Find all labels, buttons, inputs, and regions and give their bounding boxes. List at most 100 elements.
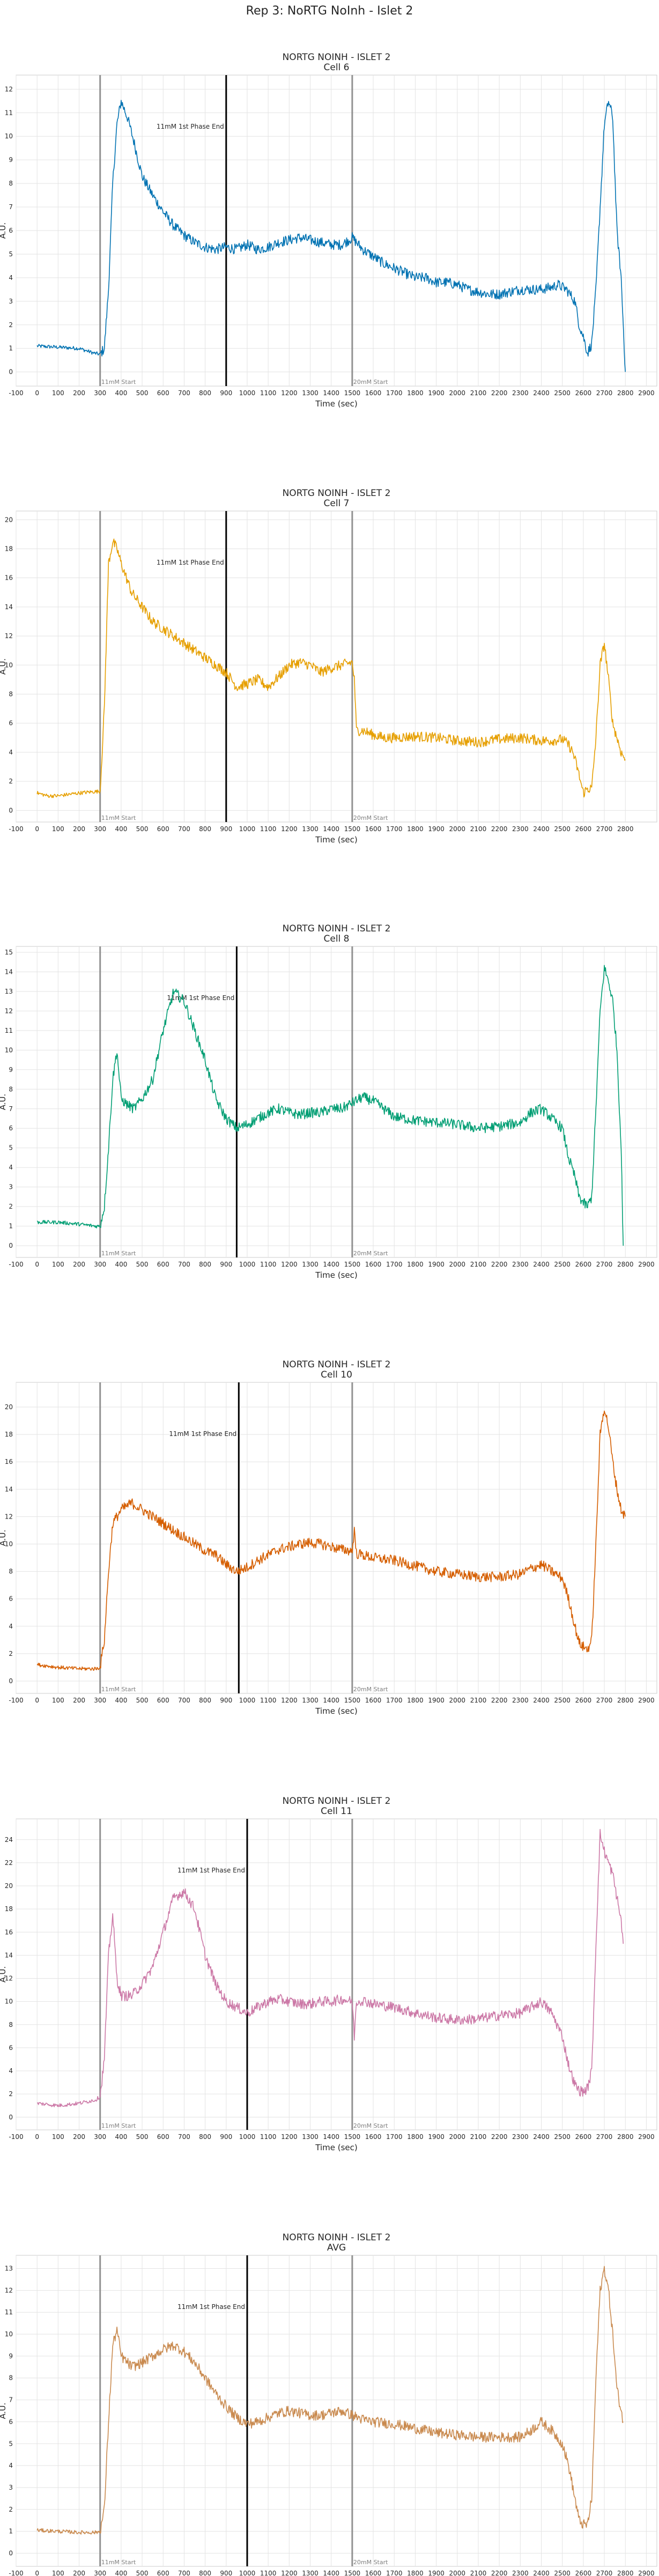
x-tick-label: 200 — [73, 389, 85, 397]
x-tick-label: 2300 — [512, 1261, 529, 1268]
vline-label: 11mM 1st Phase End — [157, 559, 224, 566]
x-tick-label: 1700 — [386, 2133, 403, 2141]
y-axis-label: A.U. — [0, 223, 8, 239]
x-tick-label: 2400 — [533, 1697, 550, 1704]
x-tick-label: 1300 — [302, 1697, 319, 1704]
plot-area — [16, 1818, 657, 2130]
y-tick-label: 9 — [9, 156, 13, 164]
x-tick-label: 1600 — [365, 389, 382, 397]
x-tick-label: 2600 — [575, 1697, 592, 1704]
y-tick-label: 15 — [5, 949, 13, 956]
x-axis-label: Time (sec) — [315, 1706, 357, 1716]
x-tick-label: 200 — [73, 2570, 85, 2576]
x-tick-label: 2200 — [491, 1697, 508, 1704]
x-tick-label: 2800 — [617, 389, 634, 397]
y-tick-label: 2 — [9, 1650, 13, 1657]
y-tick-label: 8 — [9, 2374, 13, 2382]
y-tick-label: 9 — [9, 1066, 13, 1074]
x-tick-label: 1800 — [407, 2570, 424, 2576]
series-line — [36, 100, 626, 372]
chart-title: NORTG NOINH - ISLET 2 — [283, 923, 391, 934]
series-line — [36, 538, 626, 798]
x-tick-label: 2100 — [470, 1261, 487, 1268]
x-tick-label: 100 — [52, 2570, 64, 2576]
y-tick-label: 4 — [9, 2462, 13, 2469]
x-tick-label: 1900 — [428, 2133, 445, 2141]
vline-label: 11mM Start — [101, 1250, 136, 1257]
y-tick-label: 0 — [9, 2549, 13, 2557]
x-tick-label: 2300 — [512, 2133, 529, 2141]
y-tick-label: 4 — [9, 749, 13, 756]
x-tick-label: 2700 — [596, 1261, 613, 1268]
vline-label: 11mM Start — [101, 815, 136, 821]
x-tick-label: 2800 — [617, 825, 634, 833]
x-tick-label: 1900 — [428, 2570, 445, 2576]
y-tick-label: 12 — [5, 2286, 13, 2294]
plot-area — [16, 946, 657, 1258]
y-tick-label: 16 — [5, 1928, 13, 1936]
x-tick-label: 2200 — [491, 2570, 508, 2576]
y-tick-label: 12 — [5, 1975, 13, 1982]
x-tick-label: 2800 — [617, 2570, 634, 2576]
x-tick-label: 2200 — [491, 389, 508, 397]
x-tick-label: 1100 — [260, 1261, 277, 1268]
x-tick-label: 1400 — [323, 389, 339, 397]
y-tick-label: 11 — [5, 109, 13, 116]
y-tick-label: 5 — [9, 250, 13, 258]
x-tick-label: 2600 — [575, 825, 592, 833]
x-tick-label: 700 — [178, 2133, 190, 2141]
y-tick-label: 16 — [5, 1458, 13, 1465]
x-tick-label: 800 — [199, 825, 211, 833]
y-tick-label: 14 — [5, 1485, 13, 1493]
x-tick-label: 1900 — [428, 825, 445, 833]
x-tick-label: 2900 — [638, 2570, 655, 2576]
x-tick-label: 400 — [115, 1697, 127, 1704]
chart-title: NORTG NOINH - ISLET 2 — [283, 52, 391, 63]
x-tick-label: 0 — [35, 2570, 39, 2576]
x-tick-label: 1300 — [302, 389, 319, 397]
x-tick-label: 2000 — [449, 2570, 466, 2576]
x-tick-label: 2800 — [617, 2133, 634, 2141]
x-tick-label: 900 — [220, 1261, 232, 1268]
x-tick-label: 300 — [94, 1261, 106, 1268]
x-tick-label: -100 — [9, 389, 23, 397]
x-tick-label: 1600 — [365, 2133, 382, 2141]
x-tick-label: 2800 — [617, 1697, 634, 1704]
vline-label: 11mM 1st Phase End — [167, 994, 234, 1002]
x-tick-label: 1300 — [302, 2570, 319, 2576]
x-tick-label: 0 — [35, 1697, 39, 1704]
x-tick-label: 1700 — [386, 1697, 403, 1704]
x-tick-label: 2500 — [554, 2570, 571, 2576]
y-tick-label: 6 — [9, 1124, 13, 1132]
x-tick-label: 2700 — [596, 2570, 613, 2576]
x-tick-label: 1400 — [323, 1261, 339, 1268]
chart-title: NORTG NOINH - ISLET 2 — [283, 2232, 391, 2243]
x-tick-label: 2600 — [575, 1261, 592, 1268]
x-tick-label: 2300 — [512, 389, 529, 397]
y-tick-label: 20 — [5, 516, 13, 523]
x-tick-label: 1200 — [281, 2570, 298, 2576]
x-tick-label: 2000 — [449, 389, 466, 397]
x-tick-label: 1900 — [428, 389, 445, 397]
x-tick-label: 900 — [220, 389, 232, 397]
y-tick-label: 8 — [9, 1085, 13, 1093]
chart-title: NORTG NOINH - ISLET 2 — [283, 488, 391, 499]
y-tick-label: 8 — [9, 690, 13, 698]
x-tick-label: -100 — [9, 825, 23, 833]
x-tick-label: 600 — [157, 1261, 169, 1268]
x-tick-label: 500 — [136, 1261, 149, 1268]
x-tick-label: 900 — [220, 2133, 232, 2141]
y-axis-label: A.U. — [0, 1530, 8, 1546]
x-tick-label: 2000 — [449, 825, 466, 833]
x-tick-label: 1400 — [323, 2133, 339, 2141]
x-tick-label: 600 — [157, 2133, 169, 2141]
y-tick-label: 16 — [5, 574, 13, 582]
y-tick-label: 12 — [5, 1007, 13, 1015]
x-tick-label: 1500 — [344, 1697, 361, 1704]
x-tick-label: 100 — [52, 1261, 64, 1268]
x-tick-label: 300 — [94, 389, 106, 397]
x-tick-label: 1600 — [365, 1261, 382, 1268]
